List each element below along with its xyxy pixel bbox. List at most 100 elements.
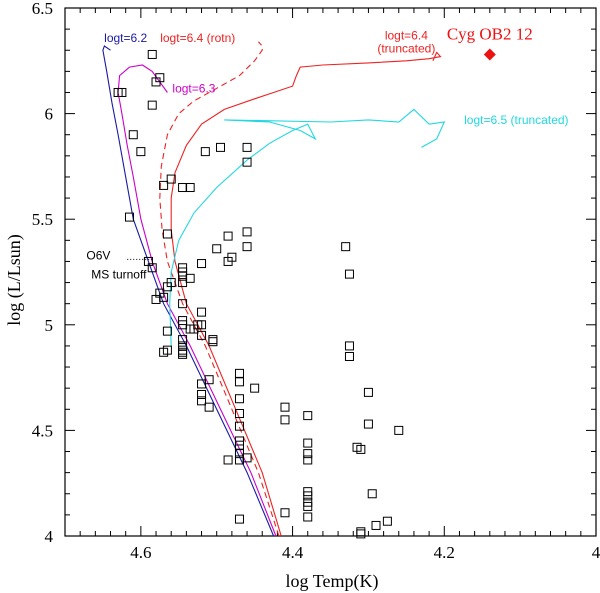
o-star-point xyxy=(341,242,351,252)
isochrone-logt-6-4-rotn- xyxy=(159,41,280,537)
annotation-label: logt=6.5 (truncated) xyxy=(464,113,568,127)
o-star-point xyxy=(117,87,127,97)
o-star-point xyxy=(242,453,252,463)
o-star-points xyxy=(113,49,404,539)
annotation-label: MS turnoff xyxy=(91,267,147,281)
o-star-point xyxy=(234,377,244,387)
o-star-point xyxy=(162,282,172,292)
annotation-label: Cyg OB2 12 xyxy=(447,25,533,44)
isochrone-logt-6-2 xyxy=(102,45,275,537)
y-tick-label: 5.5 xyxy=(32,210,53,229)
o-star-point xyxy=(303,455,313,465)
annotation-label: (truncated) xyxy=(377,41,435,55)
y-tick-label: 4 xyxy=(45,527,54,546)
o-star-point xyxy=(178,349,188,359)
o-star-point xyxy=(155,73,165,83)
isochrone-logt-6-5-truncated- xyxy=(169,108,446,346)
o-star-point xyxy=(136,147,146,157)
o-star-point xyxy=(212,244,222,254)
o-star-point xyxy=(242,227,252,237)
annotation-label: logt=6.3 xyxy=(172,81,215,95)
cyg-ob2-12-marker-group xyxy=(483,48,496,61)
o-star-point xyxy=(178,335,188,345)
o-star-point xyxy=(303,411,313,421)
o-star-point xyxy=(344,269,354,279)
isochrone-logt-6-3 xyxy=(117,64,277,537)
o-star-point xyxy=(159,292,169,302)
o-star-point xyxy=(303,438,313,448)
o-star-point xyxy=(204,402,214,412)
o-star-point xyxy=(371,520,381,530)
y-tick-label: 4.5 xyxy=(32,421,53,440)
annotation-label: logt=6.2 xyxy=(104,31,147,45)
x-tick-label: 4.6 xyxy=(130,543,151,562)
isochrone-logt-6-4-truncated- xyxy=(170,51,442,537)
cyg-ob2-12-marker xyxy=(483,48,496,61)
o-star-point xyxy=(147,49,157,59)
o-star-point xyxy=(344,341,354,351)
o-star-point xyxy=(250,383,260,393)
o-star-point xyxy=(382,516,392,526)
o-star-point xyxy=(356,529,366,539)
o-star-point xyxy=(147,100,157,110)
o-star-point xyxy=(242,157,252,167)
o-star-point xyxy=(280,402,290,412)
o-star-point xyxy=(197,389,207,399)
o-star-point xyxy=(367,489,377,499)
annotation-label: logt=6.4 (rotn) xyxy=(160,31,235,45)
o-star-point xyxy=(234,409,244,419)
o-star-point xyxy=(223,455,233,465)
o-star-point xyxy=(197,259,207,269)
isochrone-lines xyxy=(102,41,446,537)
o-star-point xyxy=(208,337,218,347)
o-star-point xyxy=(185,273,195,283)
o-star-point xyxy=(178,299,188,309)
axis-ticks xyxy=(64,7,597,537)
o-star-point xyxy=(303,449,313,459)
o-star-point xyxy=(363,419,373,429)
o-star-point xyxy=(216,142,226,152)
o-star-point xyxy=(178,263,188,273)
o-star-point xyxy=(234,514,244,524)
x-tick-label: 4.2 xyxy=(434,543,455,562)
o-star-point xyxy=(208,335,218,345)
o-star-point xyxy=(227,252,237,262)
o-star-point xyxy=(280,415,290,425)
o-star-point xyxy=(159,180,169,190)
o-star-point xyxy=(197,330,207,340)
o-star-point xyxy=(166,174,176,184)
o-star-point xyxy=(162,345,172,355)
o-star-point xyxy=(234,394,244,404)
o-star-point xyxy=(394,425,404,435)
y-tick-label: 5 xyxy=(45,316,54,335)
o-star-point xyxy=(223,231,233,241)
annotation-label: logt=6.4 xyxy=(385,29,428,43)
o-star-point xyxy=(242,242,252,252)
x-axis-title: log Temp(K) xyxy=(286,571,379,592)
x-tick-label: 4.4 xyxy=(282,543,304,562)
o-star-point xyxy=(303,491,313,501)
o-star-point xyxy=(352,442,362,452)
o-star-point xyxy=(280,508,290,518)
o-star-point xyxy=(303,512,313,522)
axis-tick-labels: 4.6 4.4 4.2 4 4 4.5 5 5.5 6 6.5 xyxy=(32,0,600,562)
o-star-point xyxy=(185,183,195,193)
o-star-point xyxy=(178,183,188,193)
o-star-point xyxy=(242,142,252,152)
o-star-point xyxy=(204,375,214,385)
o-star-point xyxy=(124,212,134,222)
o-star-point xyxy=(344,351,354,361)
y-tick-label: 6 xyxy=(45,105,54,124)
o-star-point xyxy=(234,421,244,431)
o-star-point xyxy=(200,147,210,157)
y-tick-label: 6.5 xyxy=(32,0,53,18)
o-star-point xyxy=(128,130,138,140)
o-star-point xyxy=(363,387,373,397)
y-axis-title: log (L/Lsun) xyxy=(4,234,25,326)
annotation-label: O6V xyxy=(86,248,110,262)
o-star-point xyxy=(234,368,244,378)
o-star-point xyxy=(303,501,313,511)
o-star-point xyxy=(197,396,207,406)
annotations: logt=6.2 logt=6.4 (rotn) logt=6.4(truncate… xyxy=(86,25,568,282)
